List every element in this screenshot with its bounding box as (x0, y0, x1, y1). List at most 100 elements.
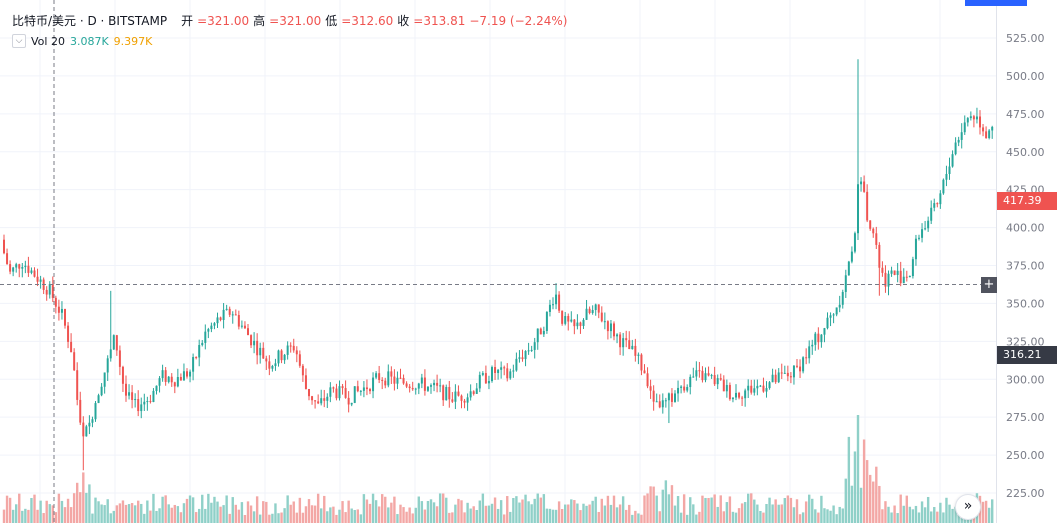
price-axis[interactable]: 225.00 250.00 275.00 300.00 325.00 350.00 375.… (996, 0, 1045, 523)
candle-body (225, 308, 228, 310)
candle-body (539, 328, 542, 335)
candle-body (738, 392, 741, 398)
volume-bar (570, 499, 573, 523)
volume-bar (451, 512, 454, 523)
volume-bar (454, 504, 457, 523)
volume-bar (396, 514, 399, 523)
candle-body (783, 372, 786, 374)
volume-bar (780, 504, 783, 523)
candle-body (314, 400, 317, 402)
candle-body (70, 341, 73, 353)
candle-body (564, 316, 567, 324)
volume-bar (42, 513, 45, 523)
candle-body (728, 384, 731, 400)
volume-bar (106, 499, 109, 523)
volume-bar (719, 495, 722, 523)
volume-bar (661, 489, 664, 523)
volume-bar (545, 508, 549, 523)
open-value: =321.00 (197, 13, 250, 28)
candle-body (655, 401, 658, 403)
candle-body (841, 291, 844, 305)
candle-body (320, 398, 323, 404)
candle-body (140, 404, 143, 412)
high-value: =321.00 (269, 13, 322, 28)
candle-body (463, 400, 466, 403)
candle-body (914, 238, 917, 260)
volume-bar (426, 500, 430, 523)
candle-body (606, 321, 609, 332)
volume-bar (716, 506, 719, 523)
volume-bar (512, 498, 515, 523)
volume-bar (292, 501, 295, 523)
candle-body (930, 207, 933, 221)
volume-bar (588, 504, 591, 523)
candle-body (576, 322, 579, 327)
symbol-title[interactable]: 比特币/美元 · D · BITSTAMP (12, 14, 168, 28)
volume-bar (933, 507, 936, 523)
volume-bar (954, 506, 957, 523)
candle-body (509, 371, 512, 379)
candle-body (457, 391, 460, 396)
candle-body (979, 116, 981, 128)
volume-bar (579, 510, 582, 523)
volume-bar (411, 513, 414, 523)
candle-body (686, 387, 689, 391)
volume-bar (115, 505, 119, 523)
candle-body (353, 386, 356, 403)
volume-bar (984, 500, 988, 523)
toolbar-corner-button[interactable] (965, 0, 1027, 6)
volume-bar (884, 501, 887, 523)
candle-body (442, 385, 445, 401)
volume-bar (66, 498, 70, 523)
candle-body (918, 237, 920, 239)
candle-body (350, 402, 353, 405)
volume-label[interactable]: Vol 20 (31, 34, 65, 48)
candle-body (216, 317, 219, 324)
volume-bar (701, 495, 704, 523)
candle-body (722, 379, 725, 392)
candle-body (707, 373, 710, 376)
chevron-down-icon[interactable]: ⌵ (12, 34, 26, 48)
volume-bar (316, 493, 320, 523)
candle-body (649, 386, 652, 391)
volume-bar (804, 501, 808, 523)
volume-bar (429, 499, 433, 523)
candle-body (243, 325, 246, 329)
volume-bar (69, 507, 73, 523)
volume-bar (798, 514, 802, 523)
volume-bar (557, 501, 561, 523)
add-alert-plus-icon[interactable]: + (981, 277, 997, 293)
candle-body (213, 323, 216, 326)
scroll-to-realtime-icon[interactable]: » (955, 494, 981, 520)
volume-bar (917, 512, 921, 523)
volume-bar (936, 511, 939, 523)
volume-bar (30, 497, 33, 523)
volume-bar (524, 494, 527, 523)
candle-body (933, 203, 936, 208)
candle-body (750, 385, 753, 393)
y-tick-label: 275.00 (1006, 411, 1045, 424)
volume-bar (829, 510, 832, 523)
volume-bar (185, 498, 189, 523)
candle-body (91, 419, 94, 423)
volume-bar (127, 504, 131, 523)
y-tick-label: 375.00 (1006, 260, 1045, 273)
candle-body (308, 388, 310, 397)
candle-body (619, 334, 622, 348)
candle-body (466, 397, 469, 403)
candle-body (698, 370, 701, 372)
candle-body (6, 253, 9, 265)
candle-body (475, 388, 478, 394)
candle-body (39, 279, 42, 282)
candle-body (631, 345, 634, 350)
candle-body (311, 396, 314, 401)
volume-bar (60, 500, 64, 523)
candle-body (317, 401, 320, 404)
candle-body (792, 365, 795, 378)
volume-value-a: 3.087K (69, 34, 109, 48)
volume-bar (259, 514, 262, 523)
volume-bar (762, 512, 765, 523)
candle-body (195, 357, 198, 359)
